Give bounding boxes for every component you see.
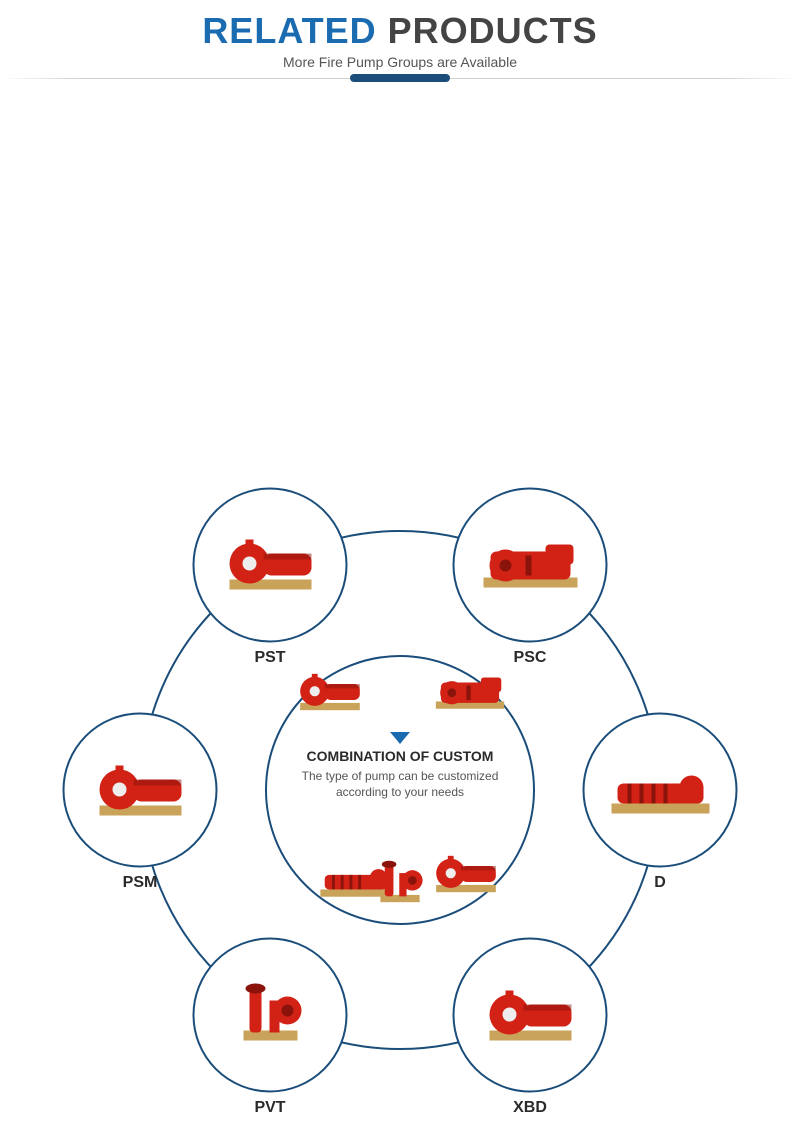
pump-icon bbox=[475, 975, 585, 1055]
header-block: RELATED PRODUCTS More Fire Pump Groups a… bbox=[0, 0, 800, 79]
center-mini-pump bbox=[430, 663, 510, 721]
center-title: COMBINATION OF CUSTOM bbox=[307, 748, 494, 764]
product-diagram: PST PSC D XBD PVT bbox=[50, 440, 750, 1140]
pump-icon bbox=[290, 663, 370, 721]
pump-icon bbox=[426, 845, 506, 903]
page-title: RELATED PRODUCTS bbox=[0, 10, 800, 52]
product-node-pvt[interactable] bbox=[193, 938, 348, 1093]
product-node-xbd[interactable] bbox=[453, 938, 608, 1093]
product-node-psm[interactable] bbox=[63, 713, 218, 868]
title-rest: PRODUCTS bbox=[388, 10, 598, 51]
pump-icon bbox=[215, 525, 325, 605]
center-mini-pump bbox=[290, 663, 370, 721]
pump-icon bbox=[85, 750, 195, 830]
product-label: XBD bbox=[470, 1099, 590, 1117]
product-node-d[interactable] bbox=[583, 713, 738, 868]
product-node-psc[interactable] bbox=[453, 487, 608, 642]
product-label: PVT bbox=[210, 1099, 330, 1117]
center-desc: The type of pump can be customized accor… bbox=[267, 768, 533, 800]
center-mini-pump bbox=[426, 845, 506, 903]
pump-icon bbox=[475, 525, 585, 605]
product-label: D bbox=[600, 874, 720, 892]
pump-icon bbox=[605, 750, 715, 830]
title-accent: RELATED bbox=[202, 10, 376, 51]
page-subtitle: More Fire Pump Groups are Available bbox=[0, 54, 800, 70]
pump-icon bbox=[215, 975, 325, 1055]
divider bbox=[0, 78, 800, 79]
pump-icon bbox=[430, 663, 510, 721]
chevron-down-icon bbox=[390, 732, 410, 744]
product-label: PSM bbox=[80, 874, 200, 892]
product-node-pst[interactable] bbox=[193, 487, 348, 642]
